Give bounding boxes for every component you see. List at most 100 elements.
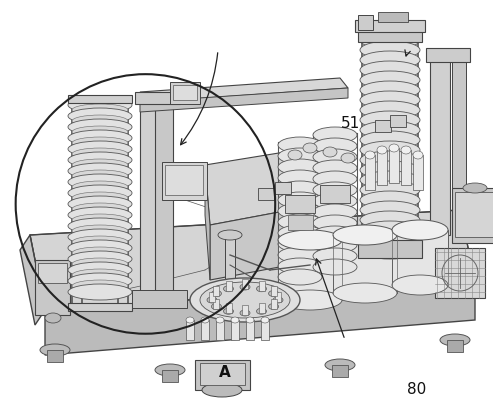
Bar — [225, 235, 235, 315]
Ellipse shape — [440, 334, 470, 346]
Ellipse shape — [231, 317, 239, 323]
Ellipse shape — [68, 141, 132, 157]
Ellipse shape — [360, 101, 420, 119]
Text: 80: 80 — [407, 382, 426, 397]
Ellipse shape — [360, 111, 420, 129]
Ellipse shape — [216, 317, 224, 323]
Bar — [358, 28, 422, 42]
Bar — [170, 82, 200, 104]
Bar — [68, 303, 132, 311]
Polygon shape — [205, 165, 210, 280]
Bar — [38, 263, 67, 283]
Ellipse shape — [377, 146, 387, 154]
Ellipse shape — [313, 182, 357, 198]
Ellipse shape — [313, 215, 357, 231]
Ellipse shape — [72, 258, 128, 270]
Ellipse shape — [72, 214, 128, 226]
Ellipse shape — [360, 121, 420, 139]
Ellipse shape — [278, 170, 322, 186]
Ellipse shape — [278, 159, 322, 175]
Ellipse shape — [313, 226, 357, 242]
Ellipse shape — [313, 193, 357, 209]
Ellipse shape — [401, 146, 411, 154]
Ellipse shape — [207, 297, 217, 303]
Ellipse shape — [360, 181, 420, 199]
Ellipse shape — [72, 170, 128, 182]
Ellipse shape — [360, 151, 420, 169]
Bar — [261, 320, 269, 340]
Bar — [155, 95, 173, 295]
Ellipse shape — [360, 191, 420, 209]
Bar — [401, 150, 411, 185]
Ellipse shape — [72, 104, 128, 116]
Ellipse shape — [360, 81, 420, 99]
Bar — [285, 195, 315, 213]
Ellipse shape — [186, 317, 194, 323]
Ellipse shape — [68, 240, 132, 256]
Ellipse shape — [278, 269, 322, 285]
Ellipse shape — [68, 196, 132, 212]
Bar — [447, 340, 463, 352]
Ellipse shape — [278, 290, 342, 310]
Ellipse shape — [72, 159, 128, 171]
Bar — [35, 260, 70, 315]
Ellipse shape — [68, 262, 132, 278]
Ellipse shape — [68, 185, 132, 201]
Ellipse shape — [278, 148, 322, 164]
Bar — [332, 365, 348, 377]
Ellipse shape — [333, 225, 397, 245]
Polygon shape — [140, 88, 348, 112]
Ellipse shape — [278, 192, 322, 208]
Ellipse shape — [202, 383, 242, 397]
Bar — [165, 165, 203, 195]
Ellipse shape — [211, 290, 221, 297]
Bar — [242, 305, 248, 315]
Ellipse shape — [68, 273, 132, 289]
Ellipse shape — [360, 201, 420, 219]
Bar — [455, 192, 493, 237]
Ellipse shape — [313, 204, 357, 220]
Ellipse shape — [360, 161, 420, 179]
Ellipse shape — [72, 225, 128, 237]
Bar — [375, 120, 391, 132]
Polygon shape — [210, 210, 290, 280]
Polygon shape — [333, 235, 397, 293]
Bar — [225, 303, 232, 313]
Ellipse shape — [360, 91, 420, 109]
Ellipse shape — [68, 163, 132, 179]
Ellipse shape — [313, 160, 357, 176]
Bar — [47, 350, 63, 362]
Ellipse shape — [313, 259, 357, 275]
Ellipse shape — [68, 207, 132, 223]
Ellipse shape — [72, 203, 128, 215]
Ellipse shape — [68, 218, 132, 234]
Bar — [430, 55, 450, 235]
Polygon shape — [278, 240, 342, 300]
Ellipse shape — [72, 115, 128, 127]
Ellipse shape — [360, 51, 420, 69]
Bar — [435, 248, 485, 298]
Bar — [275, 182, 291, 194]
Ellipse shape — [72, 247, 128, 259]
Ellipse shape — [72, 148, 128, 160]
Ellipse shape — [218, 230, 242, 240]
Ellipse shape — [223, 286, 234, 292]
Polygon shape — [205, 152, 290, 225]
Ellipse shape — [278, 258, 322, 274]
Ellipse shape — [240, 284, 250, 290]
Bar — [132, 290, 187, 308]
Ellipse shape — [413, 151, 423, 159]
Ellipse shape — [360, 31, 420, 49]
Bar — [288, 215, 313, 230]
Text: A: A — [218, 365, 230, 380]
Ellipse shape — [68, 108, 132, 124]
Ellipse shape — [360, 211, 420, 229]
Bar — [186, 320, 194, 340]
Bar — [173, 85, 197, 100]
Ellipse shape — [72, 280, 128, 292]
Bar — [271, 286, 277, 295]
Bar — [377, 150, 387, 185]
Polygon shape — [392, 230, 448, 285]
Ellipse shape — [261, 317, 269, 323]
Ellipse shape — [278, 236, 322, 252]
